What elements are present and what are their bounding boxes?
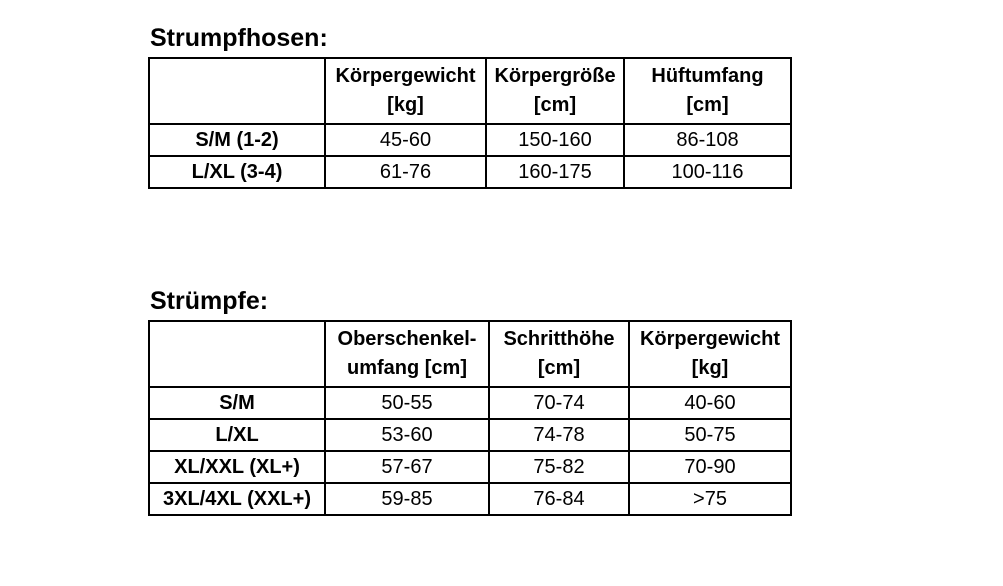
table-cell: 50-55 xyxy=(324,386,490,420)
table-row: L/XL (3-4) 61-76 160-175 100-116 xyxy=(148,155,792,189)
table-cell: >75 xyxy=(628,482,792,516)
column-header-koerpergroesse: Körpergröße [cm] xyxy=(485,57,625,125)
table-cell: 70-90 xyxy=(628,450,792,484)
table-cell: 57-67 xyxy=(324,450,490,484)
column-header-schritthoehe: Schritthöhe [cm] xyxy=(488,320,630,388)
struempfe-section: Strümpfe: Oberschenkel- umfang [cm] Schr… xyxy=(148,287,792,516)
table-cell: 76-84 xyxy=(488,482,630,516)
row-label: L/XL xyxy=(148,418,326,452)
strumpfhosen-table: Körpergewicht [kg] Körpergröße [cm] Hüft… xyxy=(148,57,792,189)
table-cell: 150-160 xyxy=(485,123,625,157)
struempfe-table: Oberschenkel- umfang [cm] Schritthöhe [c… xyxy=(148,320,792,516)
table-cell: 100-116 xyxy=(623,155,792,189)
header-row: Oberschenkel- umfang [cm] Schritthöhe [c… xyxy=(148,320,792,388)
section-title-struempfe: Strümpfe: xyxy=(150,287,269,315)
row-label: S/M (1-2) xyxy=(148,123,326,157)
table-cell: 59-85 xyxy=(324,482,490,516)
table-row: S/M (1-2) 45-60 150-160 86-108 xyxy=(148,123,792,157)
table-cell: 40-60 xyxy=(628,386,792,420)
table-row: XL/XXL (XL+) 57-67 75-82 70-90 xyxy=(148,450,792,484)
header-row: Körpergewicht [kg] Körpergröße [cm] Hüft… xyxy=(148,57,792,125)
table-cell: 75-82 xyxy=(488,450,630,484)
table-row: L/XL 53-60 74-78 50-75 xyxy=(148,418,792,452)
column-header-oberschenkelumfang: Oberschenkel- umfang [cm] xyxy=(324,320,490,388)
table-cell: 50-75 xyxy=(628,418,792,452)
column-header-koerpergewicht: Körpergewicht [kg] xyxy=(628,320,792,388)
column-header-koerpergewicht: Körpergewicht [kg] xyxy=(324,57,487,125)
column-header-hueftumfang: Hüftumfang [cm] xyxy=(623,57,792,125)
table-cell: 160-175 xyxy=(485,155,625,189)
corner-cell xyxy=(148,320,326,388)
strumpfhosen-section: Strumpfhosen: Körpergewicht [kg] Körperg… xyxy=(148,24,792,189)
table-cell: 53-60 xyxy=(324,418,490,452)
row-label: L/XL (3-4) xyxy=(148,155,326,189)
table-cell: 70-74 xyxy=(488,386,630,420)
table-cell: 45-60 xyxy=(324,123,487,157)
row-label: XL/XXL (XL+) xyxy=(148,450,326,484)
table-cell: 61-76 xyxy=(324,155,487,189)
section-title-strumpfhosen: Strumpfhosen: xyxy=(150,24,328,52)
table-row: 3XL/4XL (XXL+) 59-85 76-84 >75 xyxy=(148,482,792,516)
row-label: S/M xyxy=(148,386,326,420)
corner-cell xyxy=(148,57,326,125)
table-cell: 86-108 xyxy=(623,123,792,157)
table-row: S/M 50-55 70-74 40-60 xyxy=(148,386,792,420)
table-cell: 74-78 xyxy=(488,418,630,452)
row-label: 3XL/4XL (XXL+) xyxy=(148,482,326,516)
